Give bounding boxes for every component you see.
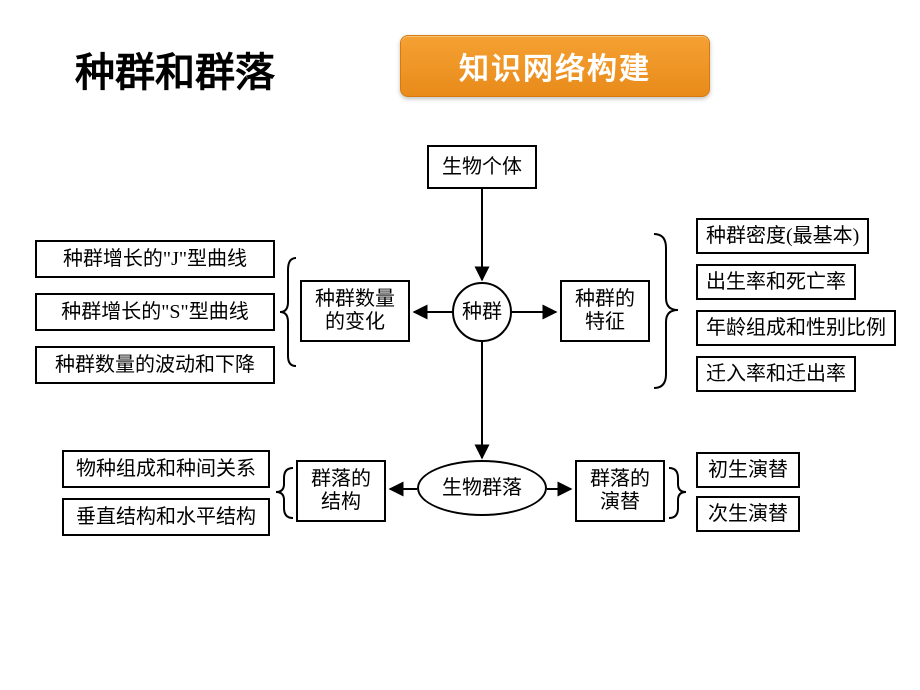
node-label: 生物个体 <box>442 156 522 179</box>
list-item-label: 出生率和死亡率 <box>706 271 846 294</box>
list-item: 物种组成和种间关系 <box>62 450 270 488</box>
node-population-traits: 种群的 特征 <box>560 280 650 342</box>
node-label: 群落的 演替 <box>590 468 650 514</box>
list-item: 种群密度(最基本) <box>696 218 869 254</box>
list-item: 垂直结构和水平结构 <box>62 498 270 536</box>
list-item: 年龄组成和性别比例 <box>696 310 896 346</box>
list-item-label: 次生演替 <box>708 503 788 526</box>
list-item-label: 种群增长的"S"型曲线 <box>61 301 248 324</box>
page-title: 种群和群落 <box>75 40 275 98</box>
node-community-structure: 群落的 结构 <box>296 460 386 522</box>
list-item: 种群增长的"J"型曲线 <box>35 240 275 278</box>
node-individual: 生物个体 <box>427 145 537 189</box>
list-item-label: 初生演替 <box>708 459 788 482</box>
list-item: 出生率和死亡率 <box>696 264 856 300</box>
badge-label: 知识网络构建 <box>459 44 651 88</box>
list-item-label: 迁入率和迁出率 <box>706 363 846 386</box>
list-item: 初生演替 <box>696 452 800 488</box>
list-item-label: 物种组成和种间关系 <box>76 458 256 481</box>
node-label: 生物群落 <box>442 477 522 500</box>
node-label: 种群数量 的变化 <box>315 288 395 334</box>
badge-knowledge-network: 知识网络构建 <box>400 35 710 97</box>
list-item-label: 种群增长的"J"型曲线 <box>63 248 247 271</box>
node-label: 种群 <box>462 301 502 324</box>
list-item: 次生演替 <box>696 496 800 532</box>
node-population-change: 种群数量 的变化 <box>300 280 410 342</box>
list-item: 迁入率和迁出率 <box>696 356 856 392</box>
node-label: 种群的 特征 <box>575 288 635 334</box>
node-label: 群落的 结构 <box>311 468 371 514</box>
node-population: 种群 <box>452 282 512 342</box>
list-item-label: 垂直结构和水平结构 <box>76 506 256 529</box>
list-item: 种群数量的波动和下降 <box>35 346 275 384</box>
list-item-label: 种群密度(最基本) <box>706 225 859 248</box>
node-community: 生物群落 <box>417 460 547 516</box>
list-item-label: 种群数量的波动和下降 <box>55 354 255 377</box>
list-item: 种群增长的"S"型曲线 <box>35 293 275 331</box>
node-community-succession: 群落的 演替 <box>575 460 665 522</box>
list-item-label: 年龄组成和性别比例 <box>706 317 886 340</box>
